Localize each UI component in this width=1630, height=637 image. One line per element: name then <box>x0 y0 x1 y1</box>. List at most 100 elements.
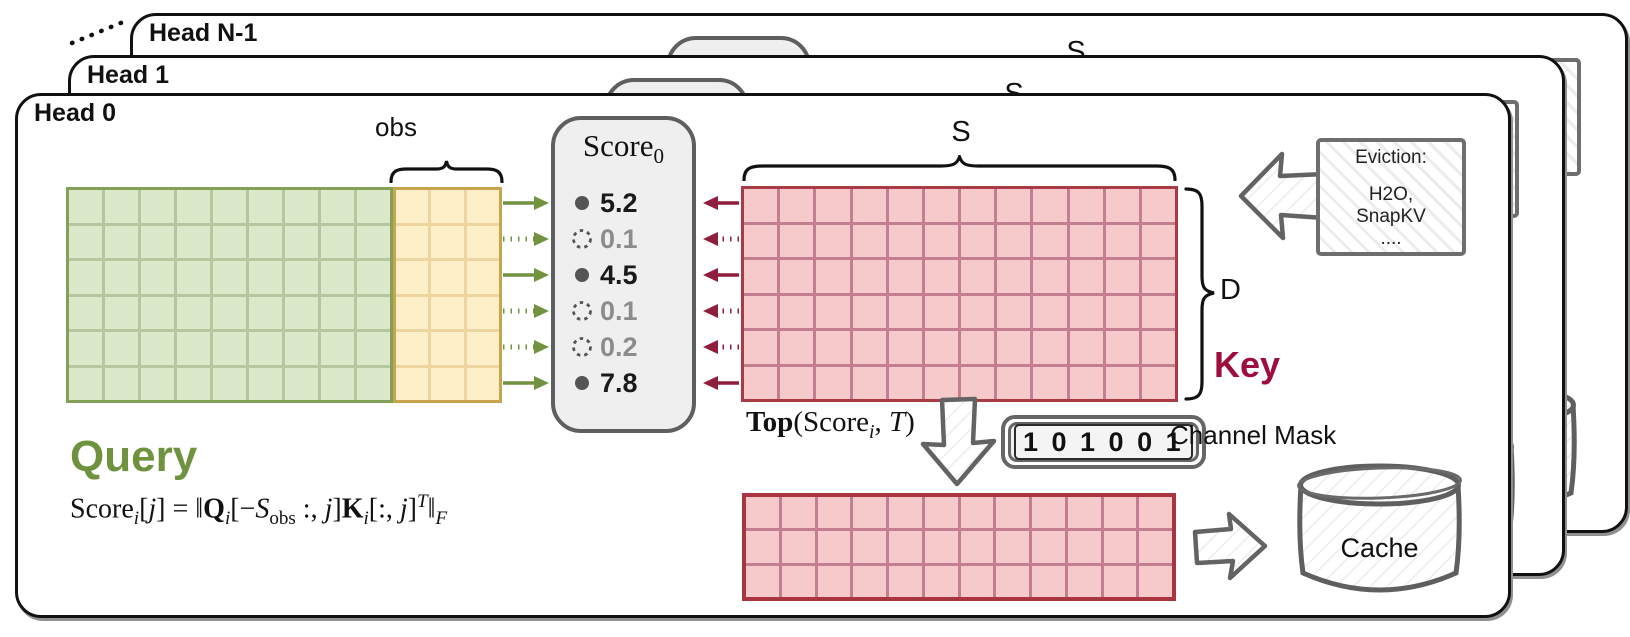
matrix-cell <box>1105 366 1139 399</box>
matrix-cell <box>141 332 174 365</box>
eviction-note-ellipsis: .... <box>1380 227 1402 249</box>
query-obs-window <box>393 187 502 403</box>
matrix-cell <box>924 331 958 364</box>
s-dimension-label: S <box>951 116 971 148</box>
matrix-cell <box>321 190 354 223</box>
query-score-arrow-icon <box>503 267 549 288</box>
matrix-cell <box>1139 497 1172 529</box>
matrix-cell <box>177 261 210 294</box>
matrix-cell <box>141 225 174 258</box>
matrix-cell <box>888 224 922 257</box>
matrix-cell <box>321 296 354 329</box>
matrix-cell <box>177 225 210 258</box>
matrix-cell <box>466 367 499 400</box>
d-dimension-label: D <box>1220 274 1241 306</box>
obs-brace <box>389 160 504 183</box>
matrix-cell <box>69 261 102 294</box>
matrix-cell <box>852 366 886 399</box>
channel-mask-box: 1 0 1 0 0 1 <box>1001 415 1206 469</box>
score-box-title: Score0 <box>582 128 665 169</box>
query-matrix <box>66 187 393 403</box>
matrix-cell <box>1032 531 1065 563</box>
matrix-cell <box>466 225 499 258</box>
matrix-cell <box>816 189 850 222</box>
matrix-cell <box>431 296 464 329</box>
matrix-cell <box>69 190 102 223</box>
matrix-cell <box>852 189 886 222</box>
score-value: 0.1 <box>600 224 638 254</box>
matrix-cell <box>321 225 354 258</box>
matrix-cell <box>997 260 1031 293</box>
matrix-cell <box>396 296 429 329</box>
matrix-cell <box>852 224 886 257</box>
matrix-cell <box>924 295 958 328</box>
cache-cylinder: Cache <box>1293 459 1466 601</box>
matrix-cell <box>888 295 922 328</box>
matrix-cell <box>744 189 778 222</box>
matrix-cell <box>1069 295 1103 328</box>
matrix-cell <box>816 260 850 293</box>
matrix-cell <box>431 190 464 223</box>
matrix-cell <box>357 261 390 294</box>
matrix-cell <box>996 531 1029 563</box>
matrix-cell <box>357 225 390 258</box>
channel-mask-inner: 1 0 1 0 0 1 <box>1008 422 1199 462</box>
matrix-cell <box>1069 331 1103 364</box>
matrix-cell <box>1105 189 1139 222</box>
matrix-cell <box>997 366 1031 399</box>
matrix-cell <box>744 295 778 328</box>
score-row: 0.1 <box>503 296 740 326</box>
s-brace <box>742 155 1177 181</box>
matrix-cell <box>177 332 210 365</box>
matrix-cell <box>105 367 138 400</box>
matrix-cell <box>997 224 1031 257</box>
matrix-cell <box>1067 531 1101 563</box>
eviction-note-title: Eviction: <box>1355 147 1427 168</box>
matrix-cell <box>1141 331 1175 364</box>
matrix-cell <box>1033 224 1067 257</box>
matrix-cell <box>1105 331 1139 364</box>
matrix-cell <box>141 261 174 294</box>
matrix-cell <box>105 296 138 329</box>
matrix-cell <box>924 260 958 293</box>
key-matrix-label: Key <box>1214 344 1281 385</box>
matrix-cell <box>780 331 814 364</box>
matrix-cell <box>853 531 886 563</box>
matrix-cell <box>141 296 174 329</box>
matrix-cell <box>853 565 886 597</box>
matrix-cell <box>396 367 429 400</box>
matrix-cell <box>105 332 138 365</box>
matrix-cell <box>396 190 429 223</box>
query-score-arrow-icon <box>503 231 549 252</box>
key-score-arrow-icon <box>703 339 740 360</box>
score-row: 4.5 <box>503 260 740 290</box>
matrix-cell <box>249 367 282 400</box>
matrix-cell <box>997 331 1031 364</box>
matrix-cell <box>1069 260 1103 293</box>
matrix-cell <box>1103 531 1137 563</box>
matrix-cell <box>961 189 995 222</box>
matrix-cell <box>321 261 354 294</box>
matrix-cell <box>888 260 922 293</box>
matrix-cell <box>817 531 851 563</box>
matrix-cell <box>924 565 958 597</box>
matrix-cell <box>996 565 1029 597</box>
matrix-cell <box>285 261 318 294</box>
query-score-arrow-icon <box>503 375 549 396</box>
head-n-1-label: Head N-1 <box>149 19 258 47</box>
matrix-cell <box>1069 366 1103 399</box>
matrix-cell <box>249 332 282 365</box>
matrix-cell <box>213 225 246 258</box>
matrix-cell <box>960 565 994 597</box>
matrix-cell <box>105 261 138 294</box>
matrix-cell <box>746 497 779 529</box>
matrix-cell <box>321 367 354 400</box>
matrix-cell <box>431 225 464 258</box>
matrix-cell <box>781 565 815 597</box>
matrix-cell <box>1139 565 1172 597</box>
matrix-cell <box>852 295 886 328</box>
channel-mask-label: Channel Mask <box>1170 420 1337 450</box>
score-value: 5.2 <box>600 188 638 218</box>
matrix-cell <box>1033 331 1067 364</box>
matrix-cell <box>746 531 779 563</box>
